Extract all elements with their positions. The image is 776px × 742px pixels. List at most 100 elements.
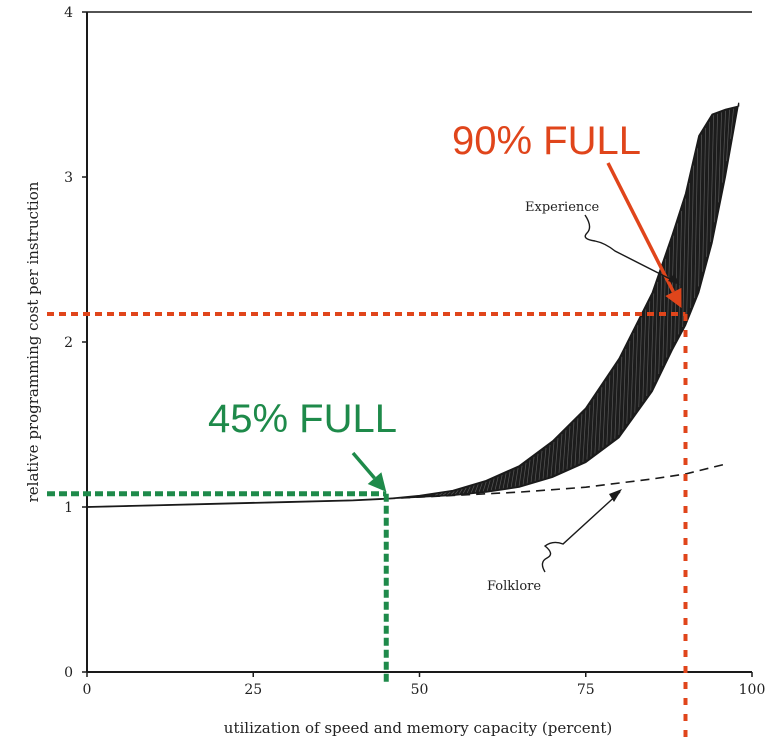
hatch-stroke xyxy=(594,393,599,454)
hatch-stroke xyxy=(470,485,475,493)
hatch-stroke xyxy=(602,381,607,448)
hatch-stroke xyxy=(478,483,483,492)
hatch-stroke xyxy=(598,387,603,451)
hatch-stroke xyxy=(534,453,539,482)
hatch-stroke xyxy=(698,134,702,287)
hatch-stroke xyxy=(518,465,523,486)
experience-flat-line xyxy=(86,497,387,508)
hatch-stroke xyxy=(506,471,511,488)
x-tick-label: 25 xyxy=(244,682,262,698)
hatch-stroke xyxy=(638,317,643,408)
hatch-stroke xyxy=(710,115,714,243)
hatch-stroke xyxy=(466,486,471,494)
hatch-stroke xyxy=(682,198,687,327)
arrow-shaft xyxy=(606,162,675,293)
hatch-stroke xyxy=(562,430,567,471)
folklore-pointer xyxy=(541,491,621,573)
arrow-head xyxy=(665,287,682,308)
hatch-stroke xyxy=(630,333,635,419)
hatch-stroke xyxy=(526,459,531,484)
hatch-stroke xyxy=(726,109,730,162)
hatch-stroke xyxy=(582,410,587,463)
hatch-stroke xyxy=(574,418,579,466)
hatch-stroke xyxy=(546,444,551,478)
hatch-stroke xyxy=(542,447,547,479)
hatch-stroke xyxy=(514,467,519,487)
y-tick-label: 1 xyxy=(64,500,73,516)
hatch-stroke xyxy=(502,473,507,489)
hatch-stroke xyxy=(622,348,627,430)
x-tick-label: 0 xyxy=(83,682,92,698)
y-tick-label: 3 xyxy=(64,170,73,186)
hatch-stroke xyxy=(474,484,479,493)
hatch-stroke xyxy=(626,341,631,424)
experience-series-label: Experience xyxy=(525,200,600,215)
hatch-stroke xyxy=(494,476,499,490)
hatch-stroke xyxy=(642,309,647,402)
folklore-pointer-head xyxy=(609,489,622,502)
hatch-stroke xyxy=(694,148,698,299)
hatch-stroke xyxy=(558,434,563,473)
hatch-stroke xyxy=(550,441,555,477)
annotation-45-label: 45% FULL xyxy=(208,397,397,441)
experience-pointer-head xyxy=(668,274,680,285)
hatch-stroke xyxy=(458,488,463,494)
experience-band-area xyxy=(86,102,740,508)
arrow-45 xyxy=(351,451,387,492)
hatch-stroke xyxy=(610,369,615,442)
hatch-stroke xyxy=(522,462,527,485)
hatch-stroke xyxy=(462,487,467,494)
labels: 45% FULL 90% FULL Experience Folklore xyxy=(208,119,680,594)
hatch-stroke xyxy=(435,493,439,496)
hatch-stroke xyxy=(654,281,659,383)
experience-band-hatching xyxy=(435,108,734,496)
experience-band xyxy=(86,102,740,508)
x-tick-label: 100 xyxy=(739,682,766,698)
hatch-stroke xyxy=(530,456,535,483)
hatch-stroke xyxy=(443,492,447,496)
folklore-series-label: Folklore xyxy=(487,579,541,594)
experience-pointer xyxy=(584,214,679,284)
hatch-stroke xyxy=(614,363,619,439)
hatch-stroke xyxy=(718,112,722,203)
arrow-90 xyxy=(606,162,682,308)
hatch-stroke xyxy=(606,375,611,445)
hatch-stroke xyxy=(570,422,575,468)
hatch-stroke xyxy=(590,399,595,457)
hatch-stroke xyxy=(646,301,651,397)
hatch-stroke xyxy=(714,113,718,223)
y-tick-label: 4 xyxy=(64,5,73,21)
annotation-90-label: 90% FULL xyxy=(452,119,641,163)
hatch-stroke xyxy=(482,481,487,492)
hatch-stroke xyxy=(678,210,683,335)
axis-ticks: 0 25 50 75 100 0 1 2 3 4 xyxy=(64,5,765,698)
y-tick-label: 2 xyxy=(64,335,73,351)
x-tick-label: 75 xyxy=(577,682,595,698)
arrow-shaft xyxy=(351,451,376,480)
hatch-stroke xyxy=(454,490,459,495)
hatch-stroke xyxy=(702,128,706,272)
hatch-stroke xyxy=(730,108,734,139)
x-axis-label: utilization of speed and memory capacity… xyxy=(224,719,612,737)
hatch-stroke xyxy=(486,480,491,491)
hatch-stroke xyxy=(451,491,455,495)
hatch-stroke xyxy=(666,247,671,358)
hatch-stroke xyxy=(658,270,663,375)
y-tick-label: 0 xyxy=(64,665,73,681)
hatch-stroke xyxy=(554,438,559,475)
hatch-stroke xyxy=(510,469,515,488)
hatch-stroke xyxy=(634,325,639,413)
hatch-stroke xyxy=(490,478,495,491)
x-tick-label: 50 xyxy=(411,682,429,698)
arrow-head xyxy=(367,472,387,492)
guide-lines xyxy=(47,162,688,742)
hatch-stroke xyxy=(618,356,623,435)
hatch-stroke xyxy=(686,182,691,318)
hatch-stroke xyxy=(538,450,543,480)
hatch-stroke xyxy=(498,474,503,490)
hatch-stroke xyxy=(578,414,583,464)
hatch-stroke xyxy=(566,426,571,470)
hatch-stroke xyxy=(586,405,591,460)
hatch-stroke xyxy=(439,492,443,496)
